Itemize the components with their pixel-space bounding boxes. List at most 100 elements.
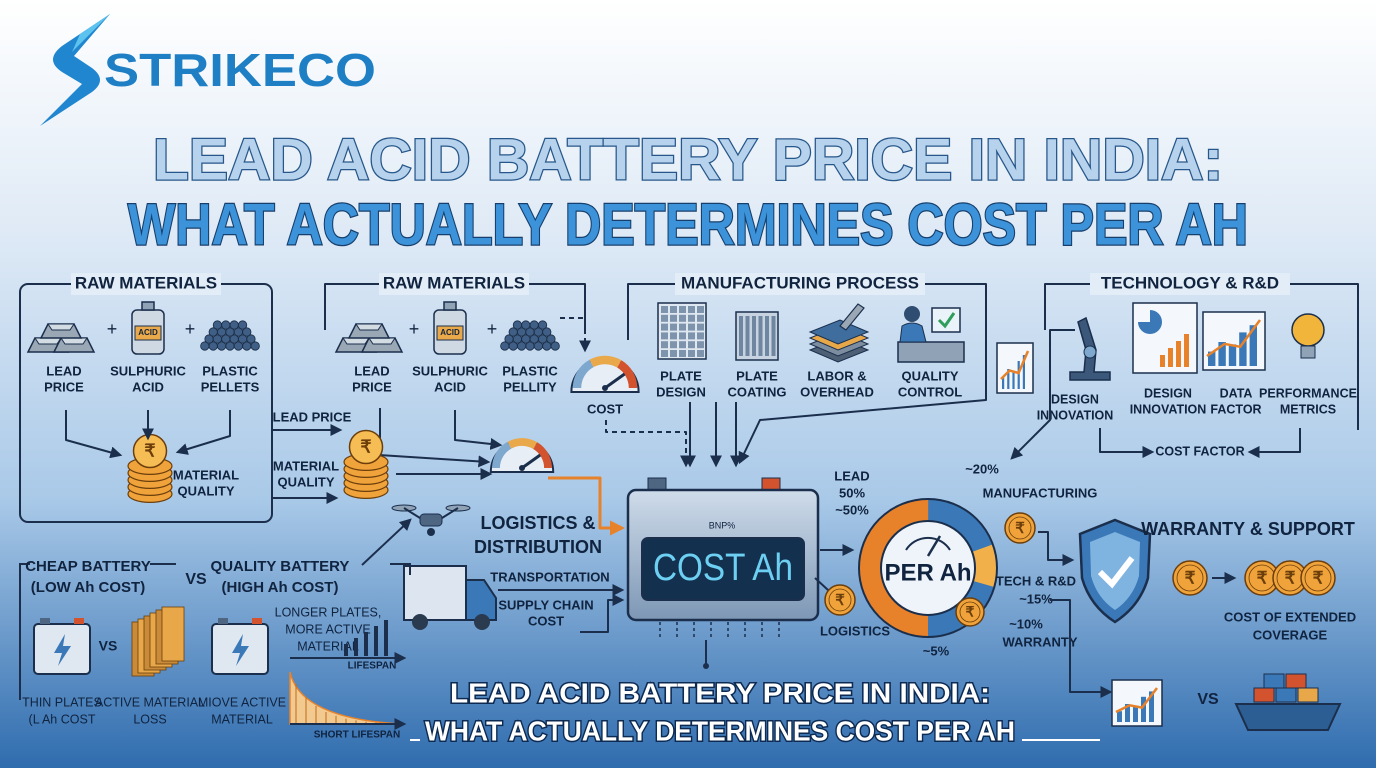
label: TRANSPORTATION <box>490 569 609 584</box>
gauge-arc <box>616 360 638 389</box>
battery-icon-top <box>252 618 262 624</box>
label: PELLETS <box>201 379 260 394</box>
label: QUALITY <box>177 483 234 498</box>
plate-cell <box>697 332 704 340</box>
connector <box>548 476 625 536</box>
donut-center: PER Ah <box>884 559 971 586</box>
drone-camera <box>427 528 435 536</box>
label: PRICE <box>44 379 84 394</box>
connector <box>454 410 503 450</box>
connector-dot <box>703 663 709 669</box>
currency-symbol: ₹ <box>1257 568 1268 587</box>
label: ~20% <box>965 461 999 476</box>
heading-bg <box>379 273 529 295</box>
title: LEAD ACID BATTERY PRICE IN INDIA: <box>153 127 1223 192</box>
currency-symbol: ₹ <box>1185 568 1196 587</box>
label: DATA <box>1220 386 1253 400</box>
ingot-top <box>355 323 383 331</box>
truck-cargo <box>403 565 467 621</box>
coating-plate <box>739 316 743 356</box>
plate-cell <box>688 332 695 340</box>
plate-cell <box>670 306 677 313</box>
chart-trend <box>1115 687 1158 714</box>
lifespan-bar <box>344 644 348 656</box>
footer-title: WHAT ACTUALLY DETERMINES COST PER AH <box>425 715 1015 746</box>
section-heading: RAW MATERIALS <box>75 273 217 292</box>
chart-bar <box>1141 696 1146 722</box>
label: COATING <box>728 384 787 399</box>
label: WARRANTY <box>1002 634 1077 649</box>
chart-bar <box>1149 691 1154 722</box>
label: (LOW Ah COST) <box>31 579 145 596</box>
plate-cell <box>679 332 686 340</box>
worker-head <box>904 306 920 322</box>
truck-wheel <box>474 614 490 630</box>
battery-icon-top <box>218 618 228 624</box>
label: LOGISTICS & <box>480 513 595 533</box>
pellet <box>238 320 248 330</box>
chart-bar <box>1228 344 1237 366</box>
plate-cell <box>688 323 695 331</box>
connector <box>361 518 412 566</box>
plate-cell <box>679 350 686 357</box>
label: COVERAGE <box>1253 627 1328 642</box>
gauge-hub <box>602 385 608 391</box>
coating-plate <box>752 316 756 356</box>
label: MATERIAL <box>273 458 339 473</box>
worker-body <box>899 322 927 343</box>
label: LEAD PRICE <box>273 409 352 424</box>
label: MATERIAL <box>211 712 273 726</box>
truck-wheel <box>412 614 428 630</box>
label: LEAD <box>354 363 389 378</box>
coating-plate <box>765 316 769 356</box>
section-heading: MANUFACTURING PROCESS <box>681 273 919 292</box>
pellet <box>250 341 260 351</box>
donut-inner <box>880 520 976 616</box>
pellet <box>521 320 531 330</box>
label: PELLITY <box>503 379 557 394</box>
bolt-icon <box>54 634 71 666</box>
pellet <box>546 334 556 344</box>
ship-container <box>1297 687 1319 703</box>
chart-trend <box>1206 319 1262 358</box>
connector <box>627 283 987 465</box>
currency-symbol: ₹ <box>360 437 372 457</box>
microscope-stage <box>1083 345 1097 359</box>
plus-sign: + <box>107 319 118 339</box>
label: COST OF EXTENDED <box>1224 609 1356 624</box>
label: TECH & R&D <box>996 573 1076 588</box>
label: COST <box>528 613 564 628</box>
coin-face <box>348 429 384 465</box>
trowel-icon <box>839 303 865 331</box>
label: ACID <box>132 379 164 394</box>
battery-icon-top <box>40 618 50 624</box>
connector <box>1050 599 1113 698</box>
label: 50% <box>839 485 865 500</box>
ship-container <box>1285 673 1307 689</box>
label: CONTROL <box>898 384 962 399</box>
label: PLATE <box>660 368 702 383</box>
jug-cap <box>141 301 155 311</box>
label: DESIGN <box>1144 386 1192 400</box>
currency-symbol: ₹ <box>1313 568 1324 587</box>
connector <box>580 594 625 633</box>
connector <box>175 410 231 455</box>
coin-rim <box>1008 516 1032 540</box>
gauge-arc <box>589 355 622 368</box>
plate-cell <box>661 306 668 313</box>
connector <box>560 317 591 353</box>
pellet <box>229 320 239 330</box>
battery-screen <box>641 537 805 601</box>
truck-cab <box>465 579 497 621</box>
currency-symbol: ₹ <box>835 592 845 609</box>
section-heading: RAW MATERIALS <box>383 273 525 292</box>
label: LABOR & <box>807 368 866 383</box>
label: ACTIVE MATERIAL <box>95 695 205 709</box>
plate-cell <box>697 350 704 357</box>
logo-mark-accent <box>72 14 110 52</box>
connector <box>65 410 123 459</box>
plate-cell <box>688 350 695 357</box>
chart-bar <box>1007 369 1010 389</box>
jug-tag-text: ACID <box>440 328 460 337</box>
plate-cell <box>697 314 704 322</box>
